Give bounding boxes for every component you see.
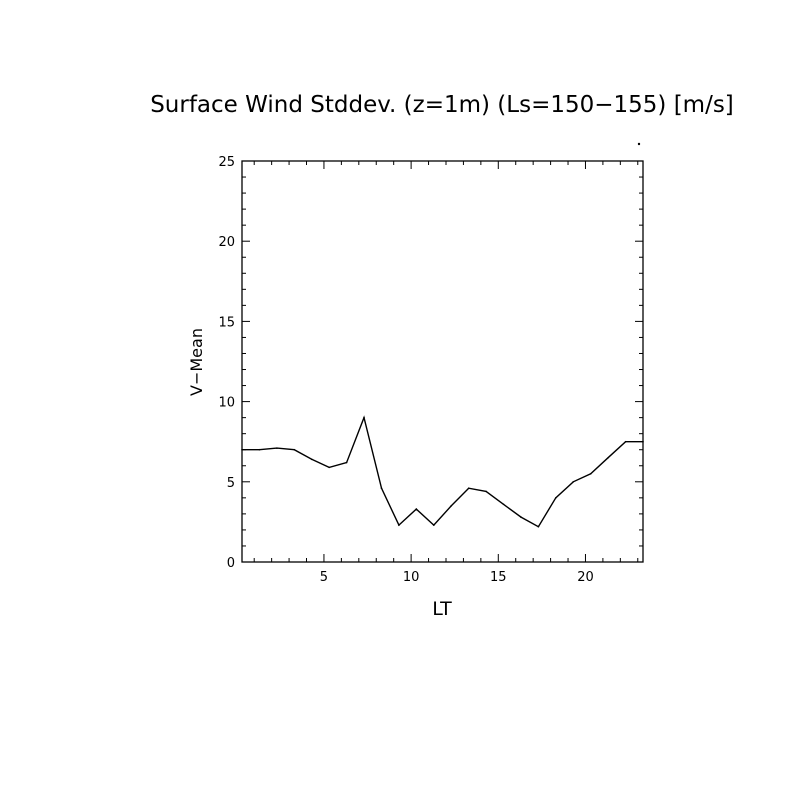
data-point (624, 440, 627, 443)
data-point (328, 466, 330, 469)
tick-labels: 5 10 15 20 0 5 10 15 20 25 (218, 155, 593, 585)
data-point (467, 487, 470, 490)
chart-title: Surface Wind Stddev. (z=1m) (Ls=150−155)… (150, 92, 734, 118)
corner-dot (637, 142, 641, 146)
series-line (242, 415, 643, 528)
y-tick-label: 25 (218, 155, 235, 170)
x-tick-label: 15 (490, 570, 507, 585)
x-tick-label: 10 (403, 570, 420, 585)
y-tick-label: 20 (218, 235, 235, 250)
data-point (572, 481, 575, 483)
data-point (293, 448, 296, 451)
y-tick-label: 0 (227, 556, 235, 571)
data-point (310, 458, 313, 461)
data-point (380, 487, 383, 490)
data-point (258, 448, 261, 451)
axis-ticks (242, 161, 643, 562)
y-tick-label: 15 (218, 315, 235, 330)
y-tick-label: 5 (227, 476, 235, 491)
data-point (241, 448, 243, 451)
data-point (485, 490, 487, 493)
data-point (415, 508, 418, 510)
data-point (642, 440, 644, 443)
data-point (502, 503, 505, 506)
x-tick-label: 20 (577, 570, 594, 585)
x-axis-label: LT (432, 598, 452, 620)
plot-frame (241, 160, 644, 563)
data-point (363, 416, 365, 419)
x-tick-label: 5 (320, 570, 328, 585)
data-point (398, 524, 400, 526)
data-point (537, 525, 540, 528)
data-point (345, 461, 348, 464)
data-point (432, 524, 435, 526)
data-points (241, 416, 644, 528)
data-point (555, 497, 557, 499)
y-tick-label: 10 (218, 396, 235, 411)
data-point (520, 516, 522, 518)
data-point (276, 447, 278, 449)
y-axis-label: V−Mean (187, 328, 206, 396)
data-point (589, 472, 592, 475)
data-point (607, 456, 609, 459)
data-point (450, 505, 453, 507)
